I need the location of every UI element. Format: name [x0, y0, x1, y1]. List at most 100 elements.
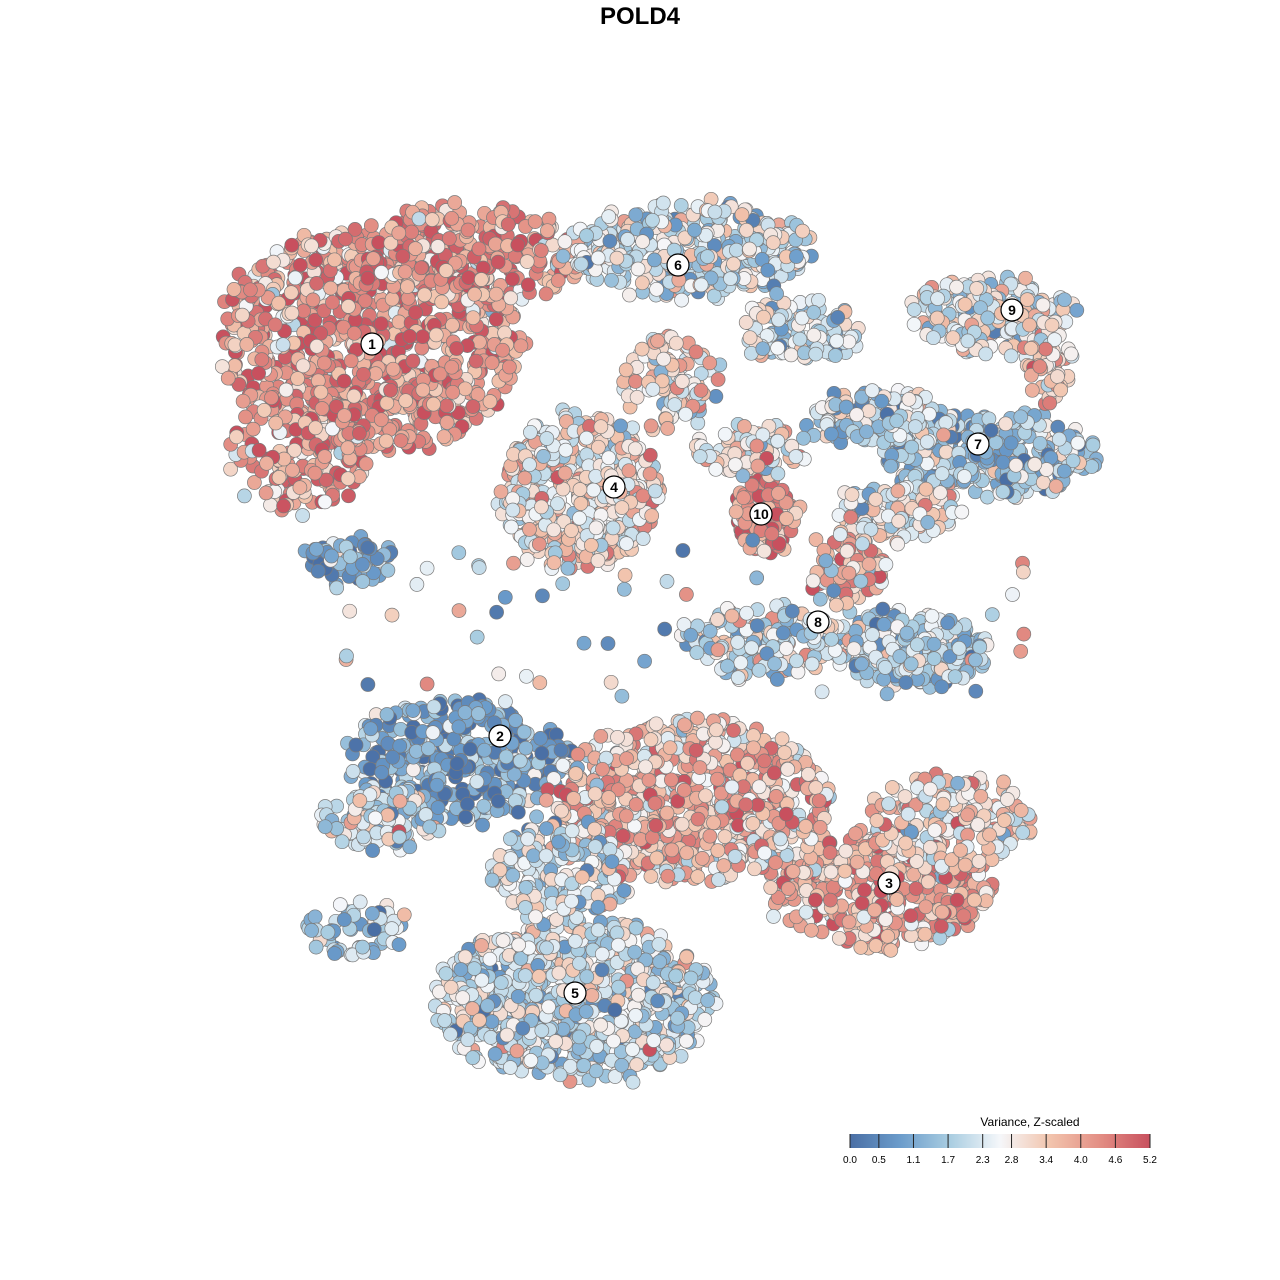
cell-point — [908, 881, 924, 896]
cell-point — [587, 821, 602, 837]
cell-point — [445, 384, 461, 400]
cell-point — [510, 989, 526, 1004]
cell-point — [313, 384, 329, 400]
cell-point — [343, 353, 359, 369]
cell-point — [468, 353, 484, 369]
cell-point — [420, 741, 436, 756]
cell-point — [305, 292, 321, 308]
cell-point — [898, 835, 913, 851]
cell-point — [391, 937, 407, 952]
cell-point — [641, 772, 657, 788]
cell-point — [708, 734, 723, 750]
cell-point — [638, 759, 653, 775]
cell-point — [677, 717, 692, 733]
cell-point — [710, 843, 726, 858]
cell-point — [398, 393, 414, 409]
cell-point — [380, 807, 396, 823]
cell-point — [601, 450, 617, 466]
cell-point — [214, 359, 230, 374]
cell-point — [564, 823, 580, 839]
cell-point — [285, 462, 300, 478]
cell-point — [960, 807, 975, 823]
cell-point — [402, 839, 418, 855]
cell-point — [304, 238, 319, 254]
cell-point — [679, 949, 694, 965]
cell-point — [522, 522, 537, 537]
cell-point — [231, 377, 247, 392]
cell-point — [679, 845, 695, 861]
cell-point — [534, 499, 549, 515]
cell-point — [346, 388, 362, 404]
cell-point — [352, 425, 367, 441]
cell-point — [763, 880, 779, 895]
cell-point — [422, 819, 438, 835]
cell-point — [533, 243, 549, 258]
cell-point — [314, 401, 330, 416]
cell-point — [772, 831, 788, 847]
cell-point — [757, 753, 772, 769]
cell-point — [295, 508, 310, 523]
cell-point — [694, 851, 710, 866]
cell-point — [336, 373, 352, 389]
cell-point — [487, 1046, 503, 1062]
cell-point — [503, 831, 518, 847]
cell-point — [528, 987, 544, 1003]
cell-point — [393, 433, 409, 448]
cell-point — [308, 420, 323, 436]
cell-point — [405, 762, 421, 778]
cell-point — [693, 383, 709, 398]
cell-point — [383, 235, 399, 251]
cell-point — [278, 382, 294, 398]
cell-point — [674, 374, 690, 389]
cell-point — [318, 472, 334, 488]
cell-point — [511, 937, 527, 953]
cell-point — [324, 548, 339, 564]
cell-point — [646, 1033, 662, 1048]
cell-point — [523, 1053, 539, 1068]
cell-point — [631, 987, 646, 1003]
cell-point — [591, 439, 606, 455]
cell-point — [973, 788, 989, 804]
cell-point — [495, 933, 511, 948]
cell-point — [483, 1030, 499, 1045]
cell-point — [477, 742, 492, 758]
cell-point — [396, 907, 412, 923]
cell-point — [540, 223, 555, 239]
cell-point — [235, 393, 251, 409]
cell-point — [1015, 825, 1031, 840]
cell-point — [495, 342, 510, 358]
cell-point — [426, 396, 441, 412]
cell-point — [841, 914, 857, 930]
cell-point — [662, 740, 678, 756]
cell-point — [648, 716, 664, 732]
cell-point — [337, 408, 352, 423]
cell-point — [347, 222, 363, 237]
cell-point — [590, 922, 606, 938]
cell-point — [304, 923, 319, 938]
cell-point — [881, 796, 896, 812]
cell-point — [418, 807, 434, 823]
cell-point — [588, 468, 604, 484]
cell-point — [457, 705, 473, 720]
cell-point — [465, 399, 481, 414]
cell-point — [950, 775, 966, 791]
cell-point — [520, 831, 536, 847]
cell-point — [751, 779, 767, 795]
cell-point — [611, 979, 626, 995]
cell-point — [519, 254, 535, 269]
cell-point — [512, 753, 528, 769]
cell-point — [292, 257, 308, 273]
cell-point — [447, 195, 463, 210]
cell-point — [837, 863, 853, 879]
cell-point — [462, 741, 478, 757]
cell-point — [439, 415, 455, 430]
cell-point — [355, 939, 370, 955]
cell-point — [417, 287, 432, 303]
cell-point — [392, 793, 408, 809]
cell-point — [546, 522, 562, 538]
cell-point — [467, 286, 482, 302]
cell-point — [342, 549, 358, 565]
cell-point — [927, 822, 943, 838]
cell-point — [533, 731, 548, 746]
cell-point — [610, 937, 626, 953]
